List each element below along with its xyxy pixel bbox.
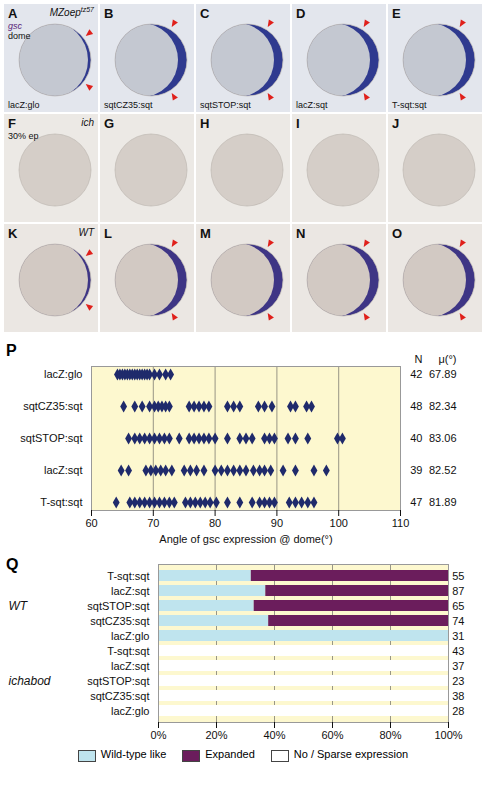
svg-text:MZoeptz57: MZoeptz57 <box>50 6 95 18</box>
svg-text:80: 80 <box>209 517 221 529</box>
svg-text:82.52: 82.52 <box>429 464 457 476</box>
svg-text:sqtCZ35:sqt: sqtCZ35:sqt <box>104 100 153 110</box>
svg-text:B: B <box>104 6 113 21</box>
svg-text:ich: ich <box>81 117 94 128</box>
svg-text:N: N <box>296 226 305 241</box>
svg-text:K: K <box>8 226 18 241</box>
svg-text:23: 23 <box>452 675 464 687</box>
svg-text:lacZ:sqt: lacZ:sqt <box>296 100 328 110</box>
svg-text:T-sqt:sqt: T-sqt:sqt <box>107 645 149 657</box>
svg-text:A: A <box>8 6 18 21</box>
svg-text:C: C <box>200 6 210 21</box>
html-text:No / Sparse expression: No / Sparse expression <box>293 748 409 761</box>
svg-text:M: M <box>200 226 211 241</box>
svg-text:L: L <box>104 226 112 241</box>
svg-text:90: 90 <box>271 517 283 529</box>
svg-text:42: 42 <box>410 368 422 380</box>
svg-text:60: 60 <box>85 517 97 529</box>
svg-text:37: 37 <box>452 660 464 672</box>
svg-text:100: 100 <box>330 517 348 529</box>
svg-text:H: H <box>200 116 209 131</box>
svg-text:D: D <box>296 6 305 21</box>
svg-text:74: 74 <box>452 615 464 627</box>
svg-text:60%: 60% <box>321 729 343 741</box>
svg-text:lacZ:sqt: lacZ:sqt <box>44 464 83 476</box>
svg-text:40: 40 <box>410 432 422 444</box>
svg-text:28: 28 <box>452 705 464 717</box>
svg-text:μ(°): μ(°) <box>438 353 456 365</box>
svg-text:sqtCZ35:sqt: sqtCZ35:sqt <box>23 400 82 412</box>
svg-text:38: 38 <box>452 690 464 702</box>
svg-text:T-sqt:sqt: T-sqt:sqt <box>40 496 82 508</box>
svg-text:lacZ:sqt: lacZ:sqt <box>111 660 150 672</box>
svg-text:43: 43 <box>452 645 464 657</box>
svg-text:G: G <box>104 116 114 131</box>
svg-text:Angle of gsc expression @ dome: Angle of gsc expression @ dome(°) <box>159 533 332 545</box>
svg-text:I: I <box>296 116 300 131</box>
svg-text:87: 87 <box>452 585 464 597</box>
svg-text:lacZ:sqt: lacZ:sqt <box>111 585 150 597</box>
svg-text:82.34: 82.34 <box>429 400 457 412</box>
svg-text:sqtCZ35:sqt: sqtCZ35:sqt <box>90 690 149 702</box>
html-text:Wild-type like: Wild-type like <box>100 748 167 761</box>
svg-text:sqtSTOP:sqt: sqtSTOP:sqt <box>87 600 149 612</box>
svg-text:70: 70 <box>147 517 159 529</box>
svg-text:WT: WT <box>9 599 29 613</box>
svg-text:47: 47 <box>410 496 422 508</box>
svg-text:sqtSTOP:sqt: sqtSTOP:sqt <box>87 675 149 687</box>
svg-text:dome: dome <box>8 31 31 41</box>
svg-text:gsc: gsc <box>8 21 23 31</box>
svg-text:WT: WT <box>78 227 94 238</box>
svg-text:N: N <box>415 353 423 365</box>
svg-text:30% ep: 30% ep <box>8 131 39 141</box>
svg-text:0%: 0% <box>151 729 167 741</box>
svg-text:65: 65 <box>452 600 464 612</box>
svg-text:31: 31 <box>452 630 464 642</box>
svg-text:E: E <box>392 6 401 21</box>
html-text:Q: Q <box>6 556 19 573</box>
svg-text:55: 55 <box>452 570 464 582</box>
svg-text:80%: 80% <box>379 729 401 741</box>
svg-text:40%: 40% <box>263 729 285 741</box>
svg-text:48: 48 <box>410 400 422 412</box>
svg-text:T-sqt:sqt: T-sqt:sqt <box>392 100 427 110</box>
svg-text:20%: 20% <box>205 729 227 741</box>
svg-text:ichabod: ichabod <box>9 674 51 688</box>
svg-text:81.89: 81.89 <box>429 496 457 508</box>
svg-text:lacZ:glo: lacZ:glo <box>111 630 150 642</box>
svg-text:T-sqt:sqt: T-sqt:sqt <box>107 570 149 582</box>
svg-text:100%: 100% <box>434 729 462 741</box>
svg-text:sqtSTOP:sqt: sqtSTOP:sqt <box>200 100 251 110</box>
svg-text:83.06: 83.06 <box>429 432 457 444</box>
svg-text:39: 39 <box>410 464 422 476</box>
svg-text:lacZ:glo: lacZ:glo <box>8 100 40 110</box>
svg-text:110: 110 <box>392 517 410 529</box>
svg-text:sqtSTOP:sqt: sqtSTOP:sqt <box>20 432 82 444</box>
html-text:Expanded: Expanded <box>205 748 255 761</box>
svg-text:J: J <box>392 116 399 131</box>
svg-text:O: O <box>392 226 402 241</box>
svg-text:lacZ:glo: lacZ:glo <box>44 368 83 380</box>
html-text:P: P <box>6 342 17 359</box>
svg-text:67.89: 67.89 <box>429 368 457 380</box>
svg-text:lacZ:glo: lacZ:glo <box>111 705 150 717</box>
svg-text:F: F <box>8 116 16 131</box>
svg-text:sqtCZ35:sqt: sqtCZ35:sqt <box>90 615 149 627</box>
